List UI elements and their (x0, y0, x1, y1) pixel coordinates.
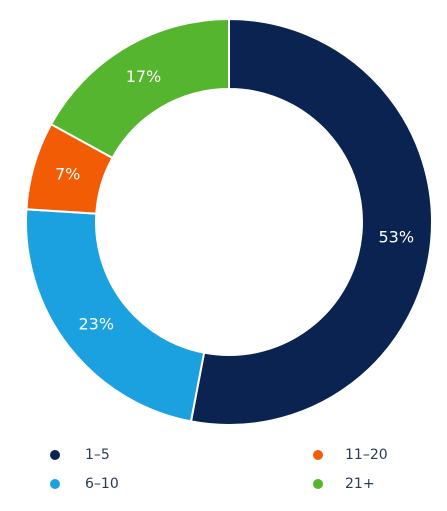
slice (25, 208, 206, 423)
legend-label: 11–20 (345, 447, 388, 463)
slice-label: 53% (378, 227, 414, 246)
legend-label: 21+ (345, 476, 375, 492)
legend-marker (50, 450, 60, 460)
legend-marker (313, 479, 323, 489)
slice-label: 23% (78, 314, 114, 333)
legend-marker (313, 450, 323, 460)
slice-label: 17% (126, 67, 162, 86)
legend-label: 1–5 (85, 447, 110, 463)
slice-label: 7% (55, 165, 80, 184)
legend-marker (50, 479, 60, 489)
slice (189, 17, 433, 426)
slice (49, 17, 230, 160)
legend-label: 6–10 (85, 476, 119, 492)
